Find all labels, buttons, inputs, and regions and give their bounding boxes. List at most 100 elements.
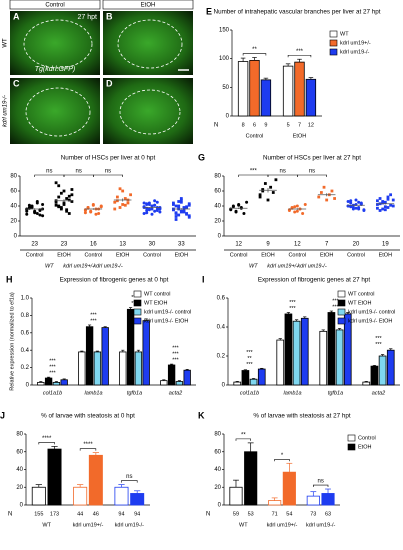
bar	[378, 355, 387, 386]
bar	[370, 365, 379, 386]
n-value: 46	[93, 511, 99, 517]
n-value: 30	[149, 242, 156, 248]
y-tick-label: 40	[214, 204, 221, 210]
legend-swatch	[337, 299, 346, 307]
point	[185, 212, 189, 215]
point	[155, 200, 159, 204]
bar	[306, 495, 320, 506]
point	[378, 197, 382, 200]
point	[123, 203, 127, 207]
point	[121, 203, 125, 206]
point	[25, 212, 29, 216]
legend-swatch	[133, 308, 142, 316]
bar	[114, 486, 129, 506]
legend-label: WT	[340, 31, 349, 37]
bar	[44, 377, 53, 386]
point	[62, 203, 66, 206]
panel-letter: H	[6, 274, 13, 284]
point	[67, 194, 71, 198]
n-value: 8	[242, 122, 245, 128]
x-tick-label: Control	[230, 252, 248, 258]
point	[94, 212, 98, 216]
point	[57, 195, 61, 199]
panel-letter: E	[206, 6, 212, 16]
point	[38, 213, 42, 217]
x-tick-label: Control	[246, 133, 264, 139]
bar	[37, 381, 45, 386]
panel-letter: D	[106, 78, 113, 88]
point	[174, 211, 178, 215]
point	[155, 208, 159, 212]
point	[86, 206, 90, 209]
legend-label: WT control	[348, 291, 375, 297]
group-label: WT	[249, 263, 258, 269]
bar	[93, 351, 102, 386]
point	[70, 188, 74, 191]
transgene-label: Tg(kdrl:GFP)	[35, 66, 75, 73]
micrograph	[10, 11, 100, 75]
bar	[237, 61, 249, 117]
x-tick-label: Control	[143, 252, 161, 258]
chart-title: Number of HSCs per liver at 0 hpt	[61, 155, 156, 162]
significance: **	[241, 432, 246, 438]
panel-letter: G	[198, 152, 205, 162]
bar	[167, 364, 176, 386]
y-axis-label: Relative expression (normalized to ef1a)	[9, 292, 15, 391]
significance: ns	[309, 169, 315, 175]
legend-swatch	[337, 317, 346, 325]
bar	[305, 78, 317, 117]
point	[145, 202, 149, 206]
point	[287, 209, 291, 212]
liver-outline	[25, 87, 91, 137]
point	[126, 201, 130, 205]
image-panels: Control EtOH A B C D 27 hpt Tg(kdrl:GFP)…	[3, 0, 194, 144]
point	[177, 204, 181, 208]
n-value: 12	[308, 122, 314, 128]
sig-bracket	[274, 458, 290, 462]
significance: **	[247, 356, 252, 362]
bar	[249, 59, 260, 117]
significance: ***	[289, 306, 296, 312]
legend-label: kdrl um19+/-	[340, 40, 371, 46]
point	[383, 205, 387, 209]
y-tick-label: 0.6	[217, 296, 226, 302]
n-value: 7	[325, 242, 329, 248]
point	[142, 201, 146, 205]
point	[295, 209, 299, 213]
n-value: 12	[294, 242, 301, 248]
n-value: 9	[266, 242, 270, 248]
sig-bracket	[287, 54, 312, 58]
n-value: 155	[34, 511, 43, 517]
point	[67, 212, 71, 215]
significance: **	[252, 47, 257, 53]
point	[187, 215, 191, 219]
point	[70, 200, 74, 203]
point	[177, 200, 181, 203]
n-label: N	[8, 512, 12, 518]
bar	[60, 379, 68, 386]
group-label: kdrl um19+/-	[63, 263, 94, 269]
y-tick-label: 0	[222, 383, 226, 389]
y-tick-label: 1.0	[21, 296, 30, 302]
x-tick-label: acta2	[169, 390, 182, 396]
point	[54, 203, 58, 207]
bar	[101, 327, 109, 386]
point	[354, 198, 358, 202]
bar	[183, 369, 191, 386]
sig-bracket	[79, 448, 97, 451]
significance: ns	[317, 479, 323, 485]
point	[357, 200, 361, 204]
point	[293, 210, 297, 214]
y-tick-label: 20	[214, 219, 221, 225]
y-tick-label: 0.8	[21, 313, 30, 319]
y-tick-label: 0	[26, 383, 30, 389]
point	[172, 201, 175, 205]
group-label: kdrl um19-/-	[93, 263, 123, 269]
x-tick-label: EtOH	[261, 252, 274, 258]
x-tick-label: EtOH	[293, 133, 306, 139]
point	[62, 201, 66, 205]
bar	[343, 313, 352, 386]
bar	[300, 317, 309, 386]
bar	[88, 454, 103, 506]
panel-letter: C	[13, 78, 20, 88]
